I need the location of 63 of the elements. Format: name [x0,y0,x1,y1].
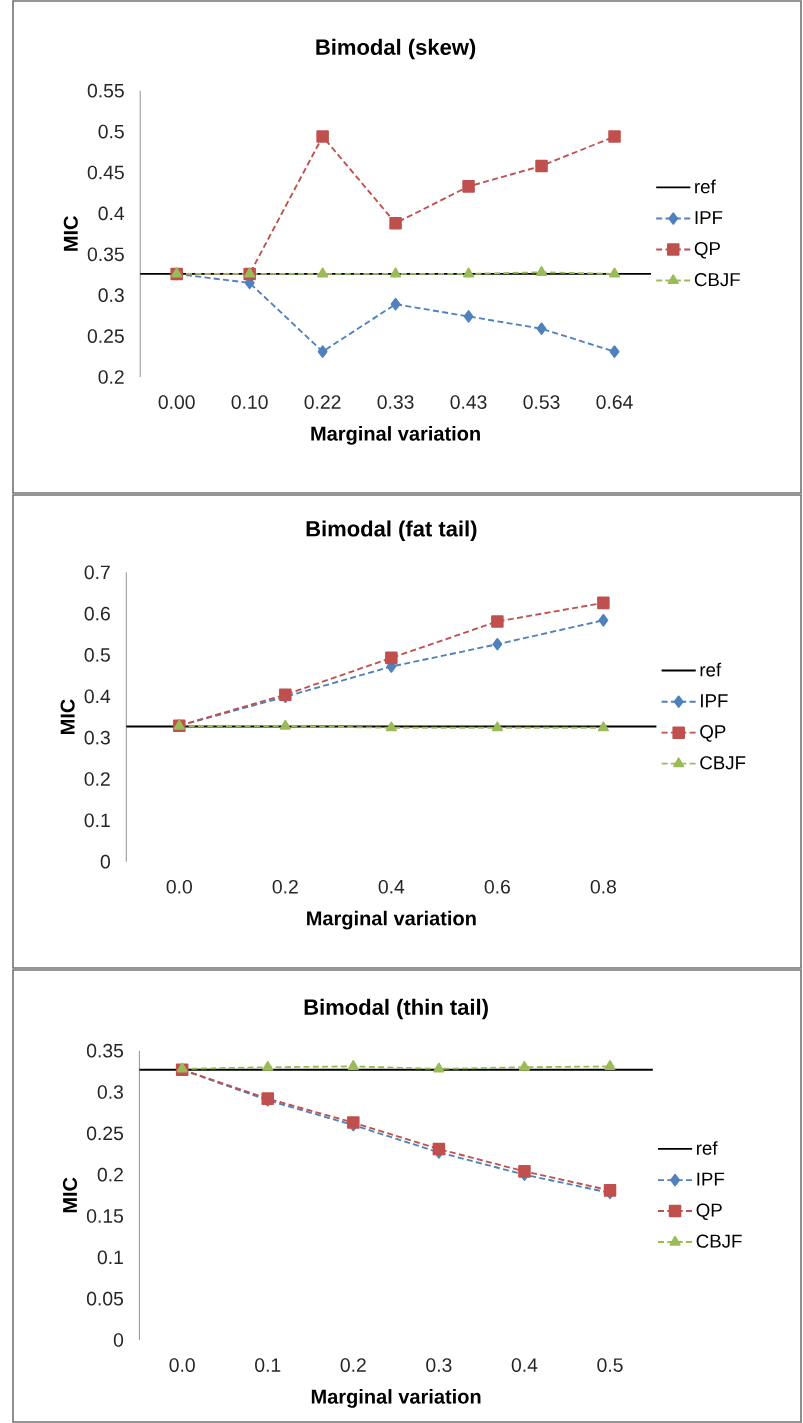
y-tick-label: 0.6 [84,606,110,621]
x-tick-label: 0.4 [378,879,405,894]
x-axis-title: Marginal variation [307,910,476,930]
x-tick-label: 0.00 [158,395,195,409]
y-tick-label: 0.1 [84,813,110,828]
legend-label: IPF [697,1172,725,1186]
legend-label: QP [694,241,720,259]
x-tick-label: 0.2 [340,1358,366,1372]
legend-label: QP [696,1203,722,1221]
y-axis-title: MIC [60,699,75,734]
y-tick-label: 0.25 [86,1126,124,1141]
y-tick-label: 0.3 [98,288,124,303]
y-tick-label: 0.35 [87,247,124,262]
y-tick-label: 0.4 [98,206,125,221]
x-tick-label: 0.22 [304,395,341,409]
legend-label: ref [696,1141,718,1155]
x-tick-label: 0.2 [272,879,298,894]
y-tick-label: 0.55 [87,83,124,98]
y-tick-label: 0.15 [86,1209,124,1223]
x-tick-label: 0.0 [166,879,192,894]
y-tick-label: 0.2 [84,772,110,786]
legend-label: CBJF [694,272,740,287]
y-axis-title: MIC [62,1177,78,1213]
x-tick-label: 0.0 [169,1358,195,1372]
y-tick-label: 0.25 [87,329,124,343]
chart-title: Bimodal (fat tail) [306,520,477,541]
legend-label: ref [695,179,716,194]
x-tick-label: 0.10 [231,395,268,409]
chart-title: Bimodal (thin tail) [304,998,488,1020]
x-tick-label: 0.3 [426,1358,452,1372]
x-tick-label: 0.43 [450,395,487,409]
y-tick-label: 0.7 [84,565,110,580]
y-tick-label: 0.4 [84,689,111,704]
y-tick-label: 0.35 [86,1043,124,1058]
y-tick-label: 0 [100,854,110,869]
legend-label: IPF [695,211,723,224]
legend-label: IPF [701,694,728,708]
x-tick-label: 0.6 [484,879,510,894]
x-tick-label: 0.8 [590,879,616,894]
y-tick-label: 0.5 [84,648,110,662]
legend-label: ref [700,662,722,677]
y-tick-label: 0.2 [97,1167,123,1182]
y-axis-title: MIC [63,216,78,251]
y-tick-label: 0.3 [84,730,110,745]
chart-title: Bimodal (skew) [316,38,476,60]
x-tick-label: 0.53 [523,395,560,409]
x-axis-title: Marginal variation [311,1389,481,1408]
y-tick-label: 0.05 [86,1291,124,1306]
y-tick-label: 0 [113,1333,124,1347]
y-tick-label: 0.2 [98,370,124,384]
legend-label: CBJF [696,1234,742,1248]
x-axis-title: Marginal variation [311,426,480,445]
x-tick-label: 0.4 [511,1358,538,1372]
y-tick-label: 0.45 [87,165,124,180]
y-tick-label: 0.1 [97,1250,123,1265]
x-tick-label: 0.33 [377,395,414,409]
y-tick-label: 0.3 [97,1085,123,1099]
x-tick-label: 0.1 [255,1358,281,1372]
y-tick-label: 0.5 [98,124,124,139]
legend-label: CBJF [700,756,746,770]
x-tick-label: 0.64 [596,395,633,409]
legend-label: QP [700,725,726,742]
x-tick-label: 0.5 [597,1358,623,1372]
